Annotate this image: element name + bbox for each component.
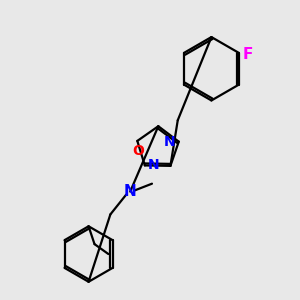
Text: O: O [132, 144, 144, 158]
Text: N: N [124, 184, 136, 199]
Text: N: N [148, 158, 159, 172]
Text: F: F [243, 47, 253, 62]
Text: N: N [164, 135, 176, 148]
